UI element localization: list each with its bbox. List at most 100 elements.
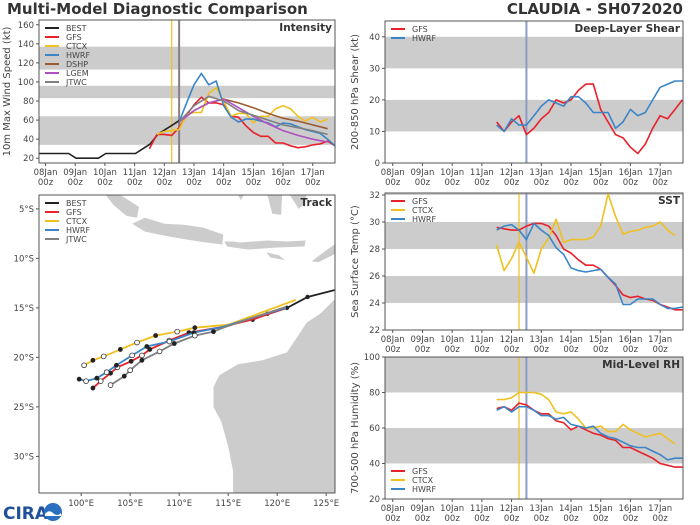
series-line-hwrf bbox=[496, 222, 683, 310]
x-tick-label-day: 09Jan bbox=[410, 504, 434, 514]
legend-label: HWRF bbox=[412, 34, 436, 43]
track-point-open bbox=[100, 353, 107, 360]
x-tick-label-hour: 00z bbox=[415, 514, 431, 524]
lat-tick-label: 30°S bbox=[14, 452, 34, 462]
x-tick-label-hour: 00z bbox=[474, 514, 490, 524]
x-tick-label-hour: 00z bbox=[275, 178, 291, 188]
y-tick-label: 10 bbox=[369, 127, 380, 137]
track-point-filled bbox=[90, 385, 96, 391]
track-point-filled bbox=[121, 373, 127, 379]
plot-area bbox=[76, 195, 335, 493]
legend-label: JTWC bbox=[65, 235, 87, 244]
land-mass bbox=[105, 195, 139, 218]
x-tick-label-hour: 00z bbox=[385, 178, 401, 188]
y-tick-label: 140 bbox=[18, 40, 34, 50]
track-point-open bbox=[97, 378, 104, 384]
legend-label: CTCX bbox=[412, 206, 434, 215]
chart-track: 100°E 105°E 110°E 115°E 120°E 125°E 5°S 10°S 15°… bbox=[14, 194, 339, 509]
x-tick-label-day: 17Jan bbox=[648, 168, 672, 178]
track-point-filled bbox=[139, 357, 145, 363]
plot-area bbox=[39, 20, 335, 163]
land-mass bbox=[289, 195, 307, 209]
track-point-open bbox=[166, 338, 173, 345]
x-tick-label-hour: 00z bbox=[593, 514, 609, 524]
track-point-filled bbox=[153, 333, 159, 338]
x-tick-label-hour: 00z bbox=[216, 178, 232, 188]
x-tick-label-day: 13Jan bbox=[182, 168, 206, 178]
y-axis-label: 700-500 hPa Humidity (%) bbox=[350, 362, 361, 494]
storm-id: CLAUDIA - SH072020 bbox=[506, 0, 683, 18]
x-tick-label-day: 16Jan bbox=[618, 504, 642, 514]
x-tick-label-hour: 00z bbox=[563, 514, 579, 524]
land-mass bbox=[267, 195, 283, 215]
track-point-filled bbox=[94, 375, 100, 381]
lat-tick-label: 5°S bbox=[19, 205, 34, 215]
legend-label: GFS bbox=[412, 197, 428, 206]
lon-tick-label: 115°E bbox=[215, 499, 241, 509]
x-tick-label-day: 11Jan bbox=[470, 168, 494, 178]
panel-title: Track bbox=[301, 197, 333, 209]
x-tick-label-day: 14Jan bbox=[212, 168, 236, 178]
x-tick-label-hour: 00z bbox=[385, 514, 401, 524]
x-tick-label-hour: 00z bbox=[652, 178, 668, 188]
y-axis-label: 10m Max Wind Speed (kt) bbox=[2, 26, 13, 156]
x-tick-label-hour: 00z bbox=[623, 514, 639, 524]
threshold-band bbox=[385, 193, 683, 196]
x-tick-label-day: 12Jan bbox=[500, 335, 524, 345]
x-tick-label-day: 11Jan bbox=[123, 168, 147, 178]
legend-label: HWRF bbox=[66, 226, 90, 235]
y-tick-label: 60 bbox=[23, 116, 34, 126]
land-mass bbox=[213, 299, 335, 493]
y-axis-label: Sea Surface Temp (°C) bbox=[350, 205, 361, 318]
track-point-filled bbox=[305, 294, 310, 300]
series-line-ctcx bbox=[495, 193, 676, 275]
y-tick-label: 40 bbox=[23, 135, 34, 145]
axes-frame bbox=[38, 19, 336, 164]
lon-tick-label: 120°E bbox=[264, 499, 290, 509]
threshold-band bbox=[39, 116, 335, 145]
legend-label: HWRF bbox=[66, 51, 90, 60]
track-point-open bbox=[83, 378, 89, 384]
chart-mid-level-rh: 2040608010008Jan00z09Jan00z10Jan00z11Jan… bbox=[350, 353, 684, 524]
x-tick-label-day: 15Jan bbox=[589, 335, 613, 345]
x-tick-label-hour: 00z bbox=[385, 345, 401, 355]
track-point-filled bbox=[211, 329, 216, 335]
legend-label: GFS bbox=[66, 208, 82, 217]
panel-title: Mid-Level RH bbox=[602, 359, 680, 371]
x-tick-label-hour: 00z bbox=[157, 178, 173, 188]
series-line-gfs bbox=[496, 222, 683, 311]
x-tick-label-hour: 00z bbox=[186, 178, 202, 188]
x-tick-label-day: 08Jan bbox=[381, 504, 405, 514]
x-tick-label-day: 10Jan bbox=[440, 504, 464, 514]
x-tick-label-day: 15Jan bbox=[241, 168, 265, 178]
x-tick-label-day: 17Jan bbox=[648, 335, 672, 345]
x-tick-label-hour: 00z bbox=[127, 178, 143, 188]
y-tick-label: 30 bbox=[369, 64, 380, 74]
x-tick-label-hour: 00z bbox=[474, 345, 490, 355]
x-tick-label-day: 14Jan bbox=[559, 168, 583, 178]
y-tick-label: 100 bbox=[18, 78, 34, 88]
cira-logo-cloud-icon bbox=[45, 511, 61, 516]
track-point-filled bbox=[76, 376, 82, 382]
plot-area bbox=[385, 193, 683, 330]
y-tick-label: 60 bbox=[369, 424, 380, 434]
track-point-open bbox=[127, 367, 133, 374]
land-mass bbox=[311, 244, 335, 263]
plot-area bbox=[385, 21, 683, 163]
x-tick-label-day: 09Jan bbox=[63, 168, 87, 178]
track-point-open bbox=[134, 339, 140, 346]
x-tick-label-day: 16Jan bbox=[271, 168, 295, 178]
land-mass bbox=[266, 252, 285, 261]
x-tick-label-hour: 00z bbox=[445, 345, 461, 355]
x-tick-label-hour: 00z bbox=[652, 514, 668, 524]
legend-label: DSHP bbox=[66, 60, 88, 69]
track-point-filled bbox=[171, 341, 177, 346]
panel-title: Deep-Layer Shear bbox=[574, 23, 680, 35]
track-point-filled bbox=[114, 362, 119, 368]
track-point-filled bbox=[192, 325, 198, 331]
y-tick-label: 30 bbox=[369, 218, 380, 228]
x-tick-label-hour: 00z bbox=[563, 345, 579, 355]
track-point-filled bbox=[147, 347, 153, 352]
x-tick-label-hour: 00z bbox=[534, 345, 550, 355]
